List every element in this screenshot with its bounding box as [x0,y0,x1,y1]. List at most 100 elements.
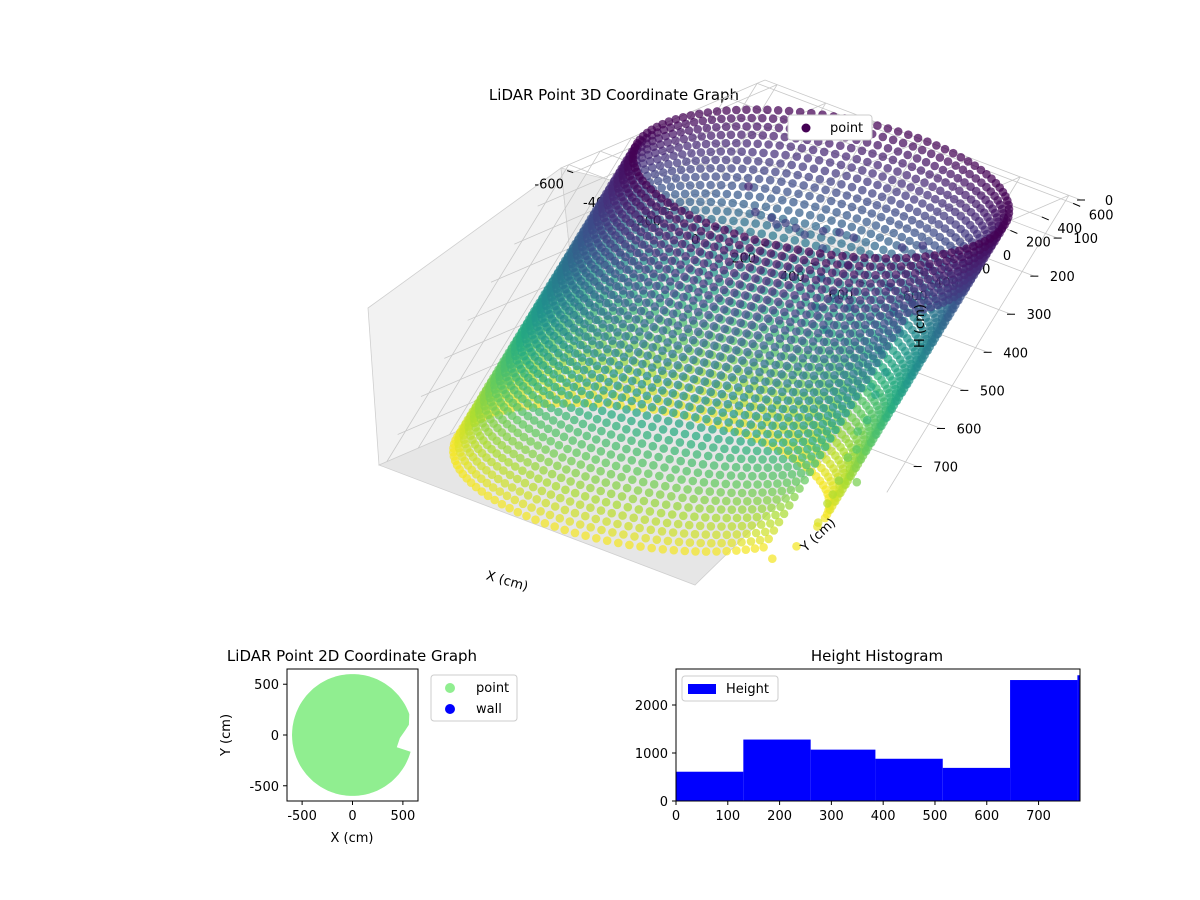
data-point-3d [638,458,647,468]
data-point-3d [696,404,705,414]
data-point-3d [669,427,679,437]
data-point-3d [706,147,715,157]
data-point-3d [533,441,543,450]
data-point-3d [730,427,739,437]
data-point-3d [893,127,903,136]
data-point-3d [782,478,792,488]
data-point-3d [776,502,785,512]
data-point-3d [514,441,524,450]
data-point-3d [836,160,846,170]
data-point-3d [768,114,778,123]
data-point-3d [658,326,668,335]
data-point-3d [724,237,734,247]
data-point-3d [674,301,683,310]
y-tick-label-3d: 400 [1057,222,1082,237]
data-point-3d [882,204,891,213]
data-point-3d [732,530,742,539]
data-point-3d [802,310,811,320]
data-point-3d [750,235,759,244]
data-point-3d [731,462,741,472]
data-point-3d [737,147,746,156]
data-point-3d [515,487,525,496]
data-point-3d [607,410,616,419]
data-point-3d [732,346,741,355]
data-point-3d [893,167,902,176]
data-point-3d [555,514,565,523]
data-point-3d [701,155,710,165]
data-point-3d [740,217,749,227]
data-point-3d [586,483,595,493]
data-point-3d [667,492,676,501]
data-point-3d [768,421,777,431]
data-point-3d [639,496,649,506]
data-point-3d [672,483,681,493]
data-point-3d [827,236,836,245]
data-point-3d [564,391,573,400]
data-point-3d [902,224,912,233]
data-point-3d [499,466,508,475]
data-point-3d [643,351,652,361]
data-point-3d [937,264,946,274]
data-point-3d [880,224,890,234]
data-point-3d [567,456,576,466]
data-point-3d [721,362,731,372]
data-point-3d [825,158,835,167]
data-point-3d [680,272,689,282]
data-point-3d [909,284,919,294]
data-point-3d [671,115,681,124]
data-point-3d [912,154,922,163]
data-point-3d [654,314,663,324]
data-point-3d [925,259,934,269]
data-point-3d [711,139,721,148]
data-point-3d [726,114,736,123]
data-point-3d [688,223,697,232]
data-point-3d [740,232,749,241]
data-point-3d [652,281,661,291]
data-point-3d [885,310,894,320]
data-point-3d [887,333,897,343]
data-point-3d [918,241,928,250]
data-point-3d [628,494,638,504]
data-point-3d [881,368,890,377]
data-point-3d [546,490,556,499]
data-point-3d [704,291,713,300]
data-point-3d [658,405,667,415]
data-point-3d [477,487,487,496]
data-point-3d [932,141,941,150]
data-point-3d [635,327,644,337]
data-point-3d [712,547,721,556]
data-point-3d [717,389,727,399]
data-point-3d [610,269,620,279]
data-point-3d [595,373,605,383]
data-point-3d [655,471,664,481]
data-point-3d [779,289,788,298]
data-point-3d [779,509,789,519]
data-point-3d [924,296,933,306]
data-point-3d [596,307,606,316]
legend-3d-marker [801,123,811,133]
data-point-3d [733,383,743,392]
data-point-3d [596,466,605,476]
data-point-3d [879,245,888,255]
data-point-3d [767,404,777,413]
data-point-3d [866,312,875,321]
data-point-3d [704,250,714,260]
data-point-3d [772,185,781,195]
data-point-3d [604,377,613,387]
data-point-3d [644,331,653,340]
data-point-3d [631,235,641,245]
data-point-3d [757,229,766,238]
data-point-3d [562,378,571,388]
data-point-3d [751,207,760,217]
data-point-3d [804,396,814,406]
data-point-3d [682,157,691,166]
data-point-3d [809,388,819,397]
data-point-3d [518,420,528,429]
data-point-3d [647,290,656,299]
data-point-3d [855,345,864,354]
data-point-3d [897,179,906,188]
data-point-3d [910,269,920,278]
data-point-3d [648,343,657,352]
data-point-3d [528,403,538,413]
data-point-3d [710,341,719,351]
